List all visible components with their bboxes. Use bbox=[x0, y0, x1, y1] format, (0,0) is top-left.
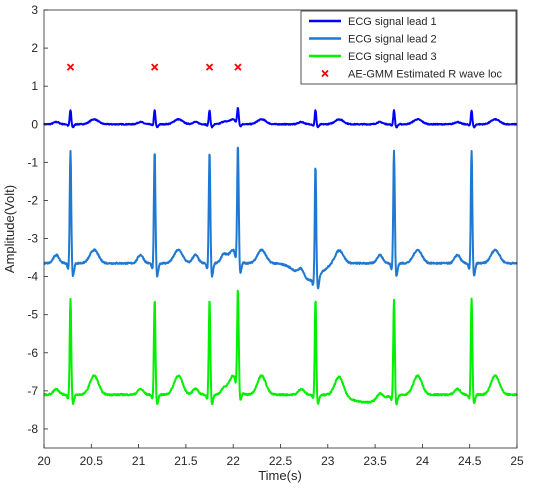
legend-label: ECG signal lead 3 bbox=[348, 51, 437, 63]
y-tick-label: 1 bbox=[31, 79, 38, 93]
y-tick-label: -7 bbox=[27, 384, 38, 398]
legend: ECG signal lead 1 ECG signal lead 2 ECG si… bbox=[300, 10, 517, 85]
x-tick-label: 24 bbox=[416, 454, 430, 468]
series-line-lead-3 bbox=[43, 289, 518, 406]
y-tick-label: -5 bbox=[27, 308, 38, 322]
y-tick-label: -1 bbox=[27, 155, 38, 169]
x-tick-label: 24.5 bbox=[458, 454, 482, 468]
y-tick-label: 2 bbox=[31, 41, 38, 55]
r-wave-marker bbox=[151, 63, 159, 71]
series-layer bbox=[43, 107, 518, 406]
y-tick-label: -3 bbox=[27, 232, 38, 246]
legend-label: AE-GMM Estimated R wave loc bbox=[348, 69, 503, 81]
series-line-lead-1 bbox=[43, 107, 518, 129]
legend-label: ECG signal lead 1 bbox=[348, 16, 437, 28]
y-tick-label: -6 bbox=[27, 346, 38, 360]
y-axis: 3 2 1 0 -1 -2 -3 -4 -5 -6 -7 -8 bbox=[27, 3, 48, 436]
y-tick-label: 0 bbox=[31, 117, 38, 131]
y-tick-label: -2 bbox=[27, 193, 38, 207]
r-wave-marker bbox=[205, 63, 214, 71]
x-tick-label: 20 bbox=[37, 454, 51, 468]
x-tick-label: 21.5 bbox=[174, 454, 198, 468]
x-tick-label: 22 bbox=[227, 454, 241, 468]
x-tick-label: 23 bbox=[321, 454, 335, 468]
x-axis-label: Time(s) bbox=[258, 468, 302, 483]
r-wave-marker bbox=[234, 63, 242, 71]
x-tick-label: 22.5 bbox=[269, 454, 293, 468]
x-tick-label: 20.5 bbox=[80, 454, 104, 468]
x-tick-label: 23.5 bbox=[363, 454, 387, 468]
x-tick-label: 25 bbox=[510, 454, 524, 468]
legend-swatch bbox=[321, 69, 329, 78]
x-tick-label: 21 bbox=[132, 454, 146, 468]
y-tick-label: -8 bbox=[27, 422, 38, 436]
legend-label: ECG signal lead 2 bbox=[348, 34, 437, 46]
r-wave-marker bbox=[66, 63, 75, 71]
y-axis-label: Amplitude(Volt) bbox=[2, 185, 17, 273]
x-axis: 20 20.5 21 21.5 22 22.5 23 23.5 24 24.5 25 bbox=[37, 444, 524, 468]
series-line-lead-2 bbox=[43, 146, 518, 290]
legend-box bbox=[300, 10, 517, 85]
y-tick-label: 3 bbox=[31, 3, 38, 17]
y-tick-label: -4 bbox=[27, 270, 38, 284]
